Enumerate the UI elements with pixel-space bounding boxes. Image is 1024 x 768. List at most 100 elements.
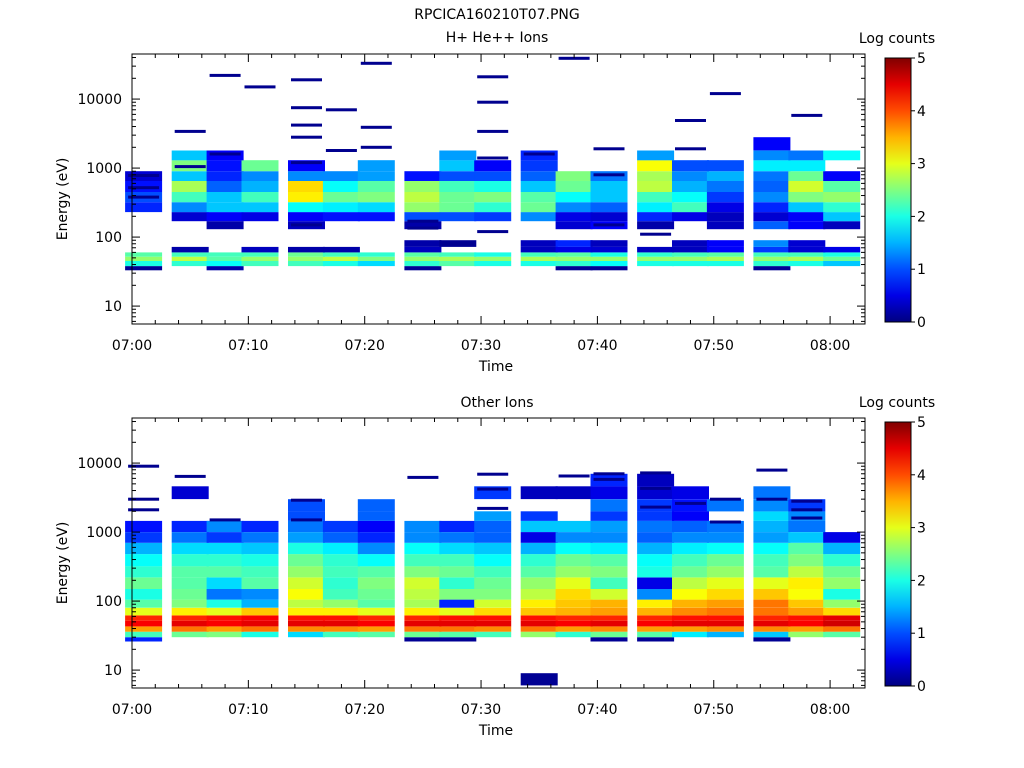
heatmap-cell — [637, 252, 675, 257]
heatmap-cell — [288, 256, 325, 261]
heatmap-cell — [520, 252, 558, 257]
heatmap-cell — [288, 181, 325, 192]
heatmap-cell — [206, 256, 244, 261]
heatmap-cell — [823, 607, 861, 616]
heatmap-cell — [404, 256, 442, 261]
heatmap-cell — [555, 240, 593, 247]
heatmap-cell — [706, 246, 744, 253]
heatmap-cell — [753, 637, 791, 642]
heatmap-cell — [322, 607, 360, 616]
heatmap-cell — [404, 532, 442, 543]
heatmap-cell — [753, 221, 791, 230]
count-line — [325, 149, 357, 152]
heatmap-cell — [474, 171, 512, 181]
y-tick-label: 100 — [95, 594, 122, 610]
heatmap-cell — [823, 599, 861, 608]
heatmap-cell — [322, 615, 360, 621]
count-line — [360, 125, 392, 129]
heatmap-cell — [637, 473, 675, 487]
heatmap-cell — [288, 577, 325, 589]
heatmap-cell — [788, 212, 826, 222]
count-line — [128, 186, 160, 190]
heatmap-cell — [125, 532, 163, 543]
heatmap-cell — [322, 626, 360, 632]
count-line — [291, 161, 322, 165]
heatmap-cell — [590, 202, 628, 213]
heatmap-cell — [439, 566, 477, 578]
heatmap-cell — [206, 577, 244, 589]
heatmap-cell — [288, 631, 325, 638]
heatmap-cell — [125, 615, 163, 621]
heatmap-cell — [706, 499, 744, 512]
heatmap-cell — [753, 160, 791, 172]
heatmap-cell — [637, 221, 675, 230]
heatmap-cell — [439, 626, 477, 632]
count-line — [128, 464, 160, 468]
heatmap-cell — [590, 615, 628, 621]
count-line — [558, 56, 590, 60]
heatmap-cell — [672, 542, 709, 555]
heatmap-cell — [241, 566, 279, 578]
heatmap-cell — [706, 588, 744, 600]
heatmap-cell — [706, 542, 744, 555]
heatmap-cell — [520, 588, 558, 600]
heatmap-cell — [439, 631, 477, 638]
heatmap-cell — [788, 520, 826, 532]
heatmap-cell — [357, 160, 395, 172]
count-line — [477, 506, 509, 510]
heatmap-cell — [706, 240, 744, 247]
heatmap-cell — [788, 246, 826, 253]
heatmap-cell — [206, 181, 244, 192]
heatmap-cell — [125, 554, 163, 567]
heatmap-cell — [357, 626, 395, 632]
heatmap-cell — [439, 577, 477, 589]
heatmap-cell — [637, 588, 675, 600]
colorbar-tick-label: 3 — [917, 157, 926, 173]
heatmap-cell — [788, 181, 826, 192]
heatmap-cell — [788, 192, 826, 203]
heatmap-cell — [322, 212, 360, 222]
heatmap-cell — [590, 631, 628, 638]
heatmap-cell — [706, 212, 744, 222]
colorbar-label: Log counts — [859, 31, 935, 47]
heatmap-cell — [474, 620, 512, 627]
heatmap-cell — [672, 160, 709, 172]
heatmap-cell — [823, 620, 861, 627]
heatmap-cell — [672, 599, 709, 608]
count-line — [791, 508, 823, 512]
count-line — [709, 497, 741, 501]
heatmap-cell — [125, 577, 163, 589]
heatmap-cell — [590, 256, 628, 261]
heatmap-cell — [404, 615, 442, 621]
heatmap-cell — [404, 192, 442, 203]
heatmap-cell — [474, 615, 512, 621]
count-line — [593, 147, 625, 151]
heatmap-cell — [206, 261, 244, 267]
count-line — [477, 230, 509, 234]
heatmap-cell — [125, 588, 163, 600]
count-line — [174, 474, 206, 478]
heatmap-cell — [823, 588, 861, 600]
heatmap-cell — [404, 212, 442, 222]
heatmap-cell — [404, 637, 442, 642]
heatmap-cell — [206, 631, 244, 638]
heatmap-cell — [474, 532, 512, 543]
count-line — [360, 145, 392, 149]
heatmap-cell — [125, 520, 163, 532]
heatmap-cell — [520, 615, 558, 621]
heatmap-cell — [520, 256, 558, 261]
heatmap-cell — [357, 499, 395, 512]
heatmap-cell — [206, 171, 244, 181]
heatmap-cell — [474, 212, 512, 222]
heatmap-cell — [788, 171, 826, 181]
heatmap-cell — [439, 599, 477, 608]
heatmap-cell — [788, 631, 826, 638]
heatmap-cell — [590, 599, 628, 608]
heatmap-cell — [555, 631, 593, 638]
colorbar-tick-label: 0 — [917, 315, 926, 331]
heatmap-cell — [555, 532, 593, 543]
heatmap-cell — [241, 520, 279, 532]
heatmap-cell — [241, 212, 279, 222]
heatmap-cell — [637, 631, 675, 638]
